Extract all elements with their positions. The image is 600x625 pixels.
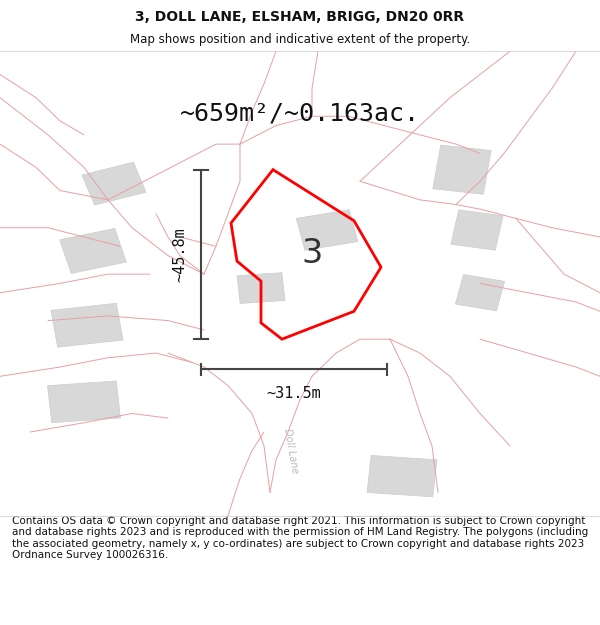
Polygon shape xyxy=(296,210,358,250)
Polygon shape xyxy=(433,145,491,194)
Text: Map shows position and indicative extent of the property.: Map shows position and indicative extent… xyxy=(130,33,470,46)
Polygon shape xyxy=(367,456,437,497)
Polygon shape xyxy=(51,303,123,347)
Text: ~659m²/~0.163ac.: ~659m²/~0.163ac. xyxy=(180,102,420,126)
Polygon shape xyxy=(47,381,121,423)
Text: Contains OS data © Crown copyright and database right 2021. This information is : Contains OS data © Crown copyright and d… xyxy=(12,516,588,561)
Polygon shape xyxy=(455,274,505,311)
Text: Doll Lane: Doll Lane xyxy=(282,428,300,474)
Text: 3: 3 xyxy=(301,237,323,270)
Polygon shape xyxy=(237,272,285,304)
Polygon shape xyxy=(451,210,503,250)
Text: ~31.5m: ~31.5m xyxy=(266,386,322,401)
Text: 3, DOLL LANE, ELSHAM, BRIGG, DN20 0RR: 3, DOLL LANE, ELSHAM, BRIGG, DN20 0RR xyxy=(136,10,464,24)
Polygon shape xyxy=(82,162,146,205)
Polygon shape xyxy=(59,228,127,274)
Text: ~45.8m: ~45.8m xyxy=(173,227,188,282)
